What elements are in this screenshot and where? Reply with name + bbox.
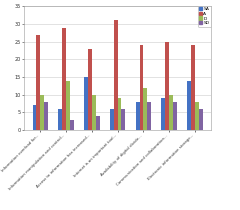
Bar xyxy=(162,98,165,130)
Bar xyxy=(191,45,195,130)
Bar xyxy=(143,88,147,130)
Bar xyxy=(88,49,92,130)
Bar xyxy=(96,116,100,130)
Bar xyxy=(32,105,36,130)
Bar xyxy=(121,109,125,130)
Bar xyxy=(40,95,44,130)
Bar xyxy=(44,102,48,130)
Bar xyxy=(118,98,121,130)
Bar xyxy=(36,35,40,130)
Bar xyxy=(92,95,96,130)
Bar xyxy=(173,102,177,130)
Bar xyxy=(70,119,74,130)
Bar xyxy=(187,81,191,130)
Bar xyxy=(165,42,169,130)
Bar xyxy=(62,28,66,130)
Bar xyxy=(136,102,139,130)
Legend: SA, A, D, SD: SA, A, D, SD xyxy=(198,5,211,27)
Bar xyxy=(139,45,143,130)
Bar xyxy=(169,95,173,130)
Bar xyxy=(114,20,118,130)
Bar xyxy=(58,109,62,130)
Bar xyxy=(199,109,203,130)
Bar xyxy=(147,102,151,130)
Bar xyxy=(110,109,114,130)
Bar xyxy=(66,81,70,130)
Bar xyxy=(195,102,199,130)
Bar xyxy=(84,77,88,130)
